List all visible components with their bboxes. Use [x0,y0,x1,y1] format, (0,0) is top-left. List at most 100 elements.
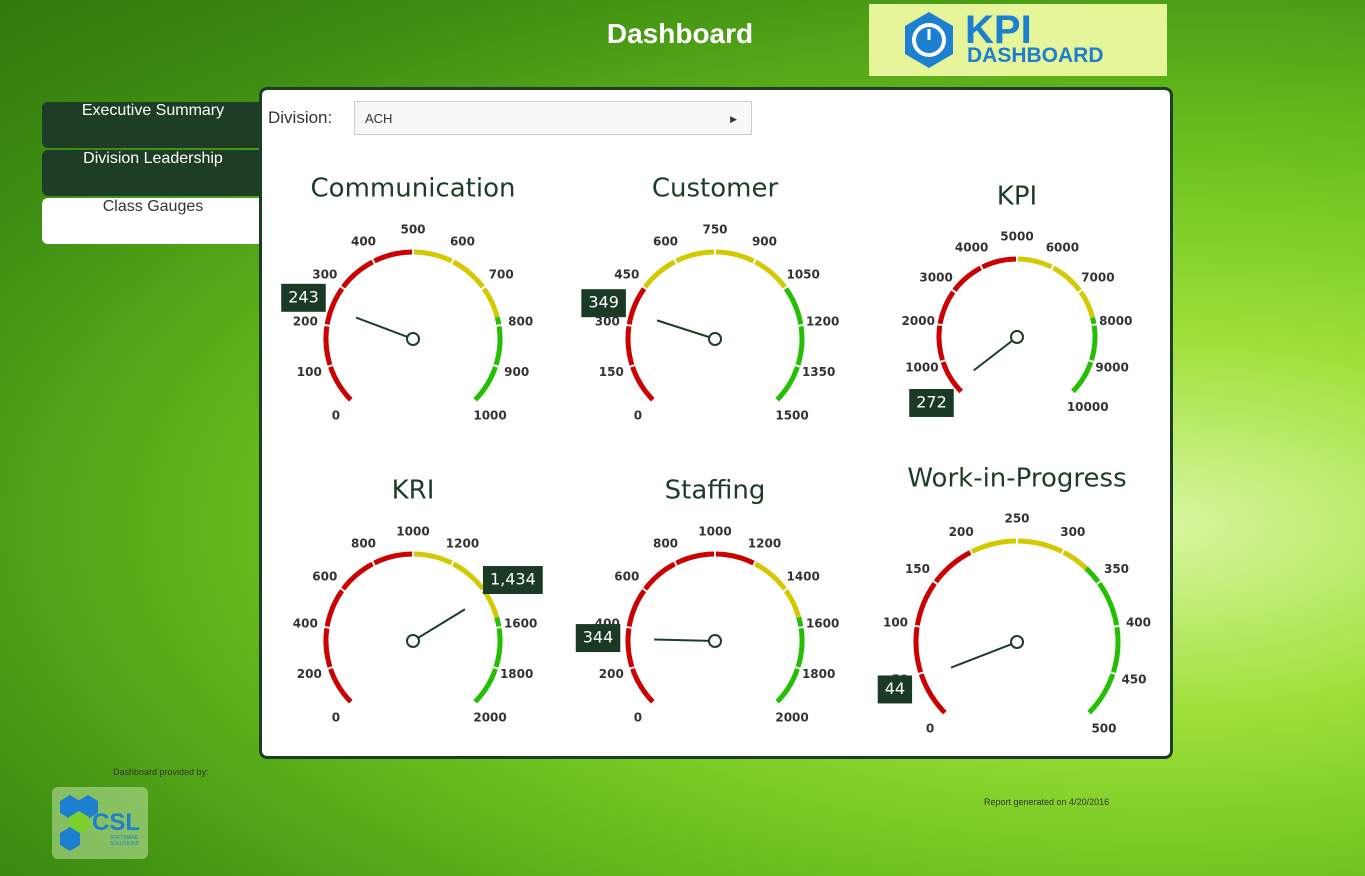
gauge-tick [751,257,758,266]
gauge-tick [494,323,504,328]
gauge-tick-label: 350 [1104,562,1129,576]
gauge-tick-label: 600 [653,234,678,248]
gauge-tick-label: 900 [504,365,529,379]
gauge-tick [1108,671,1118,676]
gauge-tick [796,323,806,328]
gauge-tick-label: 300 [1060,525,1085,539]
gauge-band [936,256,1018,394]
gauge-tick-label: 400 [293,616,318,630]
gauge-tick [772,396,781,405]
gauge-tick [491,665,500,671]
gauge-band [412,249,500,318]
gauge-hub [708,332,722,346]
gauge-hub [1010,635,1024,649]
gauge-tick-label: 0 [634,711,642,725]
callout-box [909,388,954,417]
gauge-tick-label: 150 [905,562,930,576]
value-callout: 349 [581,289,626,318]
gauge-tick [326,363,335,369]
value-callout: 344 [575,624,621,653]
gauge-band [323,551,414,705]
gauge-tick [1049,263,1056,272]
gauge-band [323,249,414,403]
gauge-tick-label: 200 [599,667,624,681]
gauge-title: Communication [311,174,516,204]
gauge-tick [793,363,802,369]
value-callout: 243 [281,283,326,312]
gauge-tick [913,624,922,628]
division-dropdown[interactable]: ACH ▶ [354,101,752,135]
gauge-tick [1089,323,1099,327]
gauge-tick [370,257,377,266]
gauge-tick [781,284,790,292]
gauge-tick-label: 1400 [786,569,819,583]
gauge-tick [326,665,335,671]
callout-box [281,283,326,312]
gauge-tick-label: 600 [450,234,475,248]
gauge-tick [1112,624,1121,628]
gauge-tick [916,671,926,676]
gauge-value-label: 243 [288,287,319,306]
gauge-tick-label: 8000 [1099,314,1132,328]
gauge-tick [796,625,806,630]
gauge-band [1070,316,1098,394]
gauge-tick [968,547,974,557]
gauge-tick [470,698,479,707]
gauge-tick [751,559,758,568]
gauge-title: KPI [997,182,1037,212]
callout-box [482,566,543,595]
gauge-tick [338,284,347,292]
gauge-tick [1060,547,1066,557]
gauge-tick-label: 1800 [802,667,835,681]
gauge-hub [708,634,722,648]
gauge-tick-label: 800 [351,536,376,550]
filter-label: Division: [268,108,333,127]
nav-item[interactable]: Executive Summary [42,102,264,148]
gauge-tick [1076,287,1084,295]
gauge-tick [931,579,940,586]
gauge-tick [781,586,790,594]
gauge-value-label: 349 [588,293,619,312]
csl-icon [60,795,98,851]
logo: KPI DASHBOARD [869,4,1167,76]
gauge-value-label: 44 [885,679,905,698]
gauge-tick-label: 2000 [902,314,935,328]
gauge-tick-label: 7000 [1081,271,1114,285]
gauge-tick [672,257,679,266]
gauge-needle [654,638,716,642]
gauge-tick-label: 1000 [905,360,938,374]
gauge-tick-label: 100 [883,615,908,629]
gauge-tick [950,287,958,295]
gauge-tick [322,323,332,328]
gauge-tick [338,586,347,594]
gauge-needle [355,316,414,340]
gauge-tick [935,323,945,327]
gauge-tick-label: 1200 [446,536,479,550]
gauge-tick [640,284,649,292]
logo-text: KPI [965,8,1032,52]
nav-item-active[interactable]: Class Gauges [42,198,264,244]
gauge-tick [347,698,356,707]
gauge-band [1084,566,1121,716]
gauge-tick-label: 600 [614,569,639,583]
gauge-tick-label: 250 [1004,512,1029,526]
gauge-tick-label: 900 [752,234,777,248]
gauge-tick [942,709,950,717]
gauge-value-label: 1,434 [490,570,536,589]
gauge-tick-label: 400 [1126,615,1151,629]
gauge-tick [1084,709,1092,717]
nav-item[interactable]: Division Leadership [42,150,264,196]
gauge-band [1016,256,1095,319]
gauge-tick [449,559,456,568]
value-callout: 272 [909,388,954,417]
gauge-tick-label: 1500 [775,409,808,423]
gauge-needle [950,641,1018,669]
gauge-tick-label: 6000 [1046,240,1079,254]
footer-text: Report generated on 4/20/2016 [984,797,1110,807]
gauge-tick [1087,358,1096,364]
gauge-tick [491,363,500,369]
gauge-tick-label: 700 [489,267,514,281]
gauge-tick [470,396,479,405]
callout-box [877,675,913,704]
gauge-needle [973,336,1018,372]
